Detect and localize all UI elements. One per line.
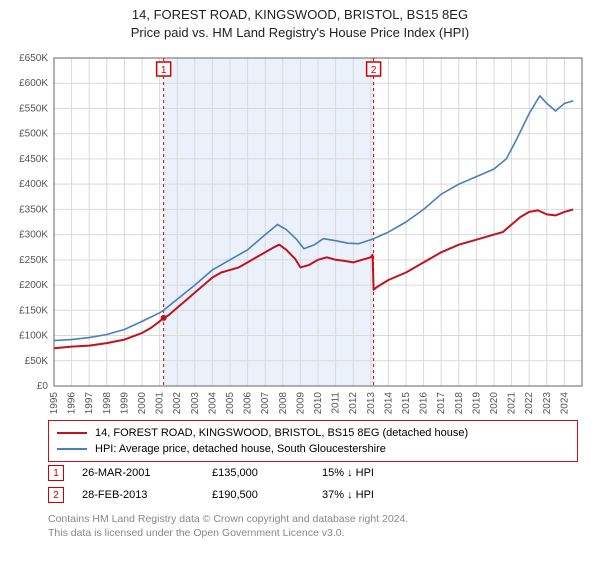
sale-hpi-diff: 37% ↓ HPI <box>322 489 442 501</box>
sale-hpi-diff: 15% ↓ HPI <box>322 467 442 479</box>
svg-text:£400K: £400K <box>19 179 48 190</box>
svg-text:2019: 2019 <box>471 392 482 415</box>
svg-text:1996: 1996 <box>67 392 78 415</box>
svg-text:2008: 2008 <box>278 392 289 415</box>
svg-text:£100K: £100K <box>19 331 48 342</box>
svg-text:2014: 2014 <box>383 392 394 415</box>
svg-text:£350K: £350K <box>19 204 48 215</box>
svg-text:2020: 2020 <box>489 392 500 415</box>
svg-text:1999: 1999 <box>119 392 130 415</box>
sale-price: £190,500 <box>212 489 322 501</box>
svg-text:£50K: £50K <box>25 356 49 367</box>
title-line-1: 14, FOREST ROAD, KINGSWOOD, BRISTOL, BS1… <box>0 6 600 24</box>
svg-text:2003: 2003 <box>190 392 201 415</box>
svg-text:£200K: £200K <box>19 280 48 291</box>
footer-line-2: This data is licensed under the Open Gov… <box>48 526 408 540</box>
legend-swatch <box>57 448 87 450</box>
svg-text:2017: 2017 <box>436 392 447 415</box>
svg-text:£650K: £650K <box>19 53 48 64</box>
price-chart: £0£50K£100K£150K£200K£250K£300K£350K£400… <box>48 54 588 408</box>
svg-text:2006: 2006 <box>243 392 254 415</box>
svg-text:2021: 2021 <box>507 392 518 415</box>
svg-text:£450K: £450K <box>19 154 48 165</box>
svg-text:2016: 2016 <box>419 392 430 415</box>
svg-text:£250K: £250K <box>19 255 48 266</box>
svg-text:2002: 2002 <box>172 392 183 415</box>
svg-text:1: 1 <box>161 65 167 76</box>
footer-note: Contains HM Land Registry data © Crown c… <box>48 512 408 540</box>
svg-text:2023: 2023 <box>542 392 553 415</box>
title-line-2: Price paid vs. HM Land Registry's House … <box>0 24 600 42</box>
sales-table: 1 26-MAR-2001£135,00015% ↓ HPI 2 28-FEB-201… <box>48 462 442 506</box>
svg-text:1995: 1995 <box>49 392 60 415</box>
sale-marker: 1 <box>48 465 64 481</box>
svg-text:2015: 2015 <box>401 392 412 415</box>
svg-text:2012: 2012 <box>348 392 359 415</box>
svg-text:2022: 2022 <box>524 392 535 415</box>
sale-date: 26-MAR-2001 <box>82 467 212 479</box>
footer-line-1: Contains HM Land Registry data © Crown c… <box>48 512 408 526</box>
svg-text:£150K: £150K <box>19 305 48 316</box>
svg-text:2024: 2024 <box>559 392 570 415</box>
svg-text:2000: 2000 <box>137 392 148 415</box>
svg-text:£600K: £600K <box>19 78 48 89</box>
sale-row: 2 28-FEB-2013£190,50037% ↓ HPI <box>48 484 442 506</box>
legend-item: 14, FOREST ROAD, KINGSWOOD, BRISTOL, BS1… <box>57 425 569 441</box>
sale-price: £135,000 <box>212 467 322 479</box>
svg-text:£500K: £500K <box>19 129 48 140</box>
sale-row: 1 26-MAR-2001£135,00015% ↓ HPI <box>48 462 442 484</box>
svg-text:£0: £0 <box>37 381 49 392</box>
legend-item: HPI: Average price, detached house, Sout… <box>57 441 569 457</box>
svg-text:£300K: £300K <box>19 230 48 241</box>
svg-text:2011: 2011 <box>331 392 342 414</box>
svg-text:2001: 2001 <box>155 392 166 415</box>
svg-text:2018: 2018 <box>454 392 465 415</box>
svg-text:2004: 2004 <box>207 392 218 415</box>
figure-container: 14, FOREST ROAD, KINGSWOOD, BRISTOL, BS1… <box>0 6 600 566</box>
svg-text:2005: 2005 <box>225 392 236 415</box>
chart-title: 14, FOREST ROAD, KINGSWOOD, BRISTOL, BS1… <box>0 6 600 41</box>
svg-text:2009: 2009 <box>295 392 306 415</box>
svg-text:2010: 2010 <box>313 392 324 415</box>
sale-date: 28-FEB-2013 <box>82 489 212 501</box>
legend-box: 14, FOREST ROAD, KINGSWOOD, BRISTOL, BS1… <box>48 420 578 462</box>
svg-text:£550K: £550K <box>19 103 48 114</box>
sale-marker: 2 <box>48 487 64 503</box>
svg-text:2: 2 <box>371 65 377 76</box>
legend-label: HPI: Average price, detached house, Sout… <box>95 443 386 455</box>
legend-swatch <box>57 432 87 434</box>
svg-text:1998: 1998 <box>102 392 113 415</box>
svg-text:2013: 2013 <box>366 392 377 415</box>
svg-text:1997: 1997 <box>84 392 95 415</box>
svg-text:2007: 2007 <box>260 392 271 415</box>
legend-label: 14, FOREST ROAD, KINGSWOOD, BRISTOL, BS1… <box>95 427 468 439</box>
